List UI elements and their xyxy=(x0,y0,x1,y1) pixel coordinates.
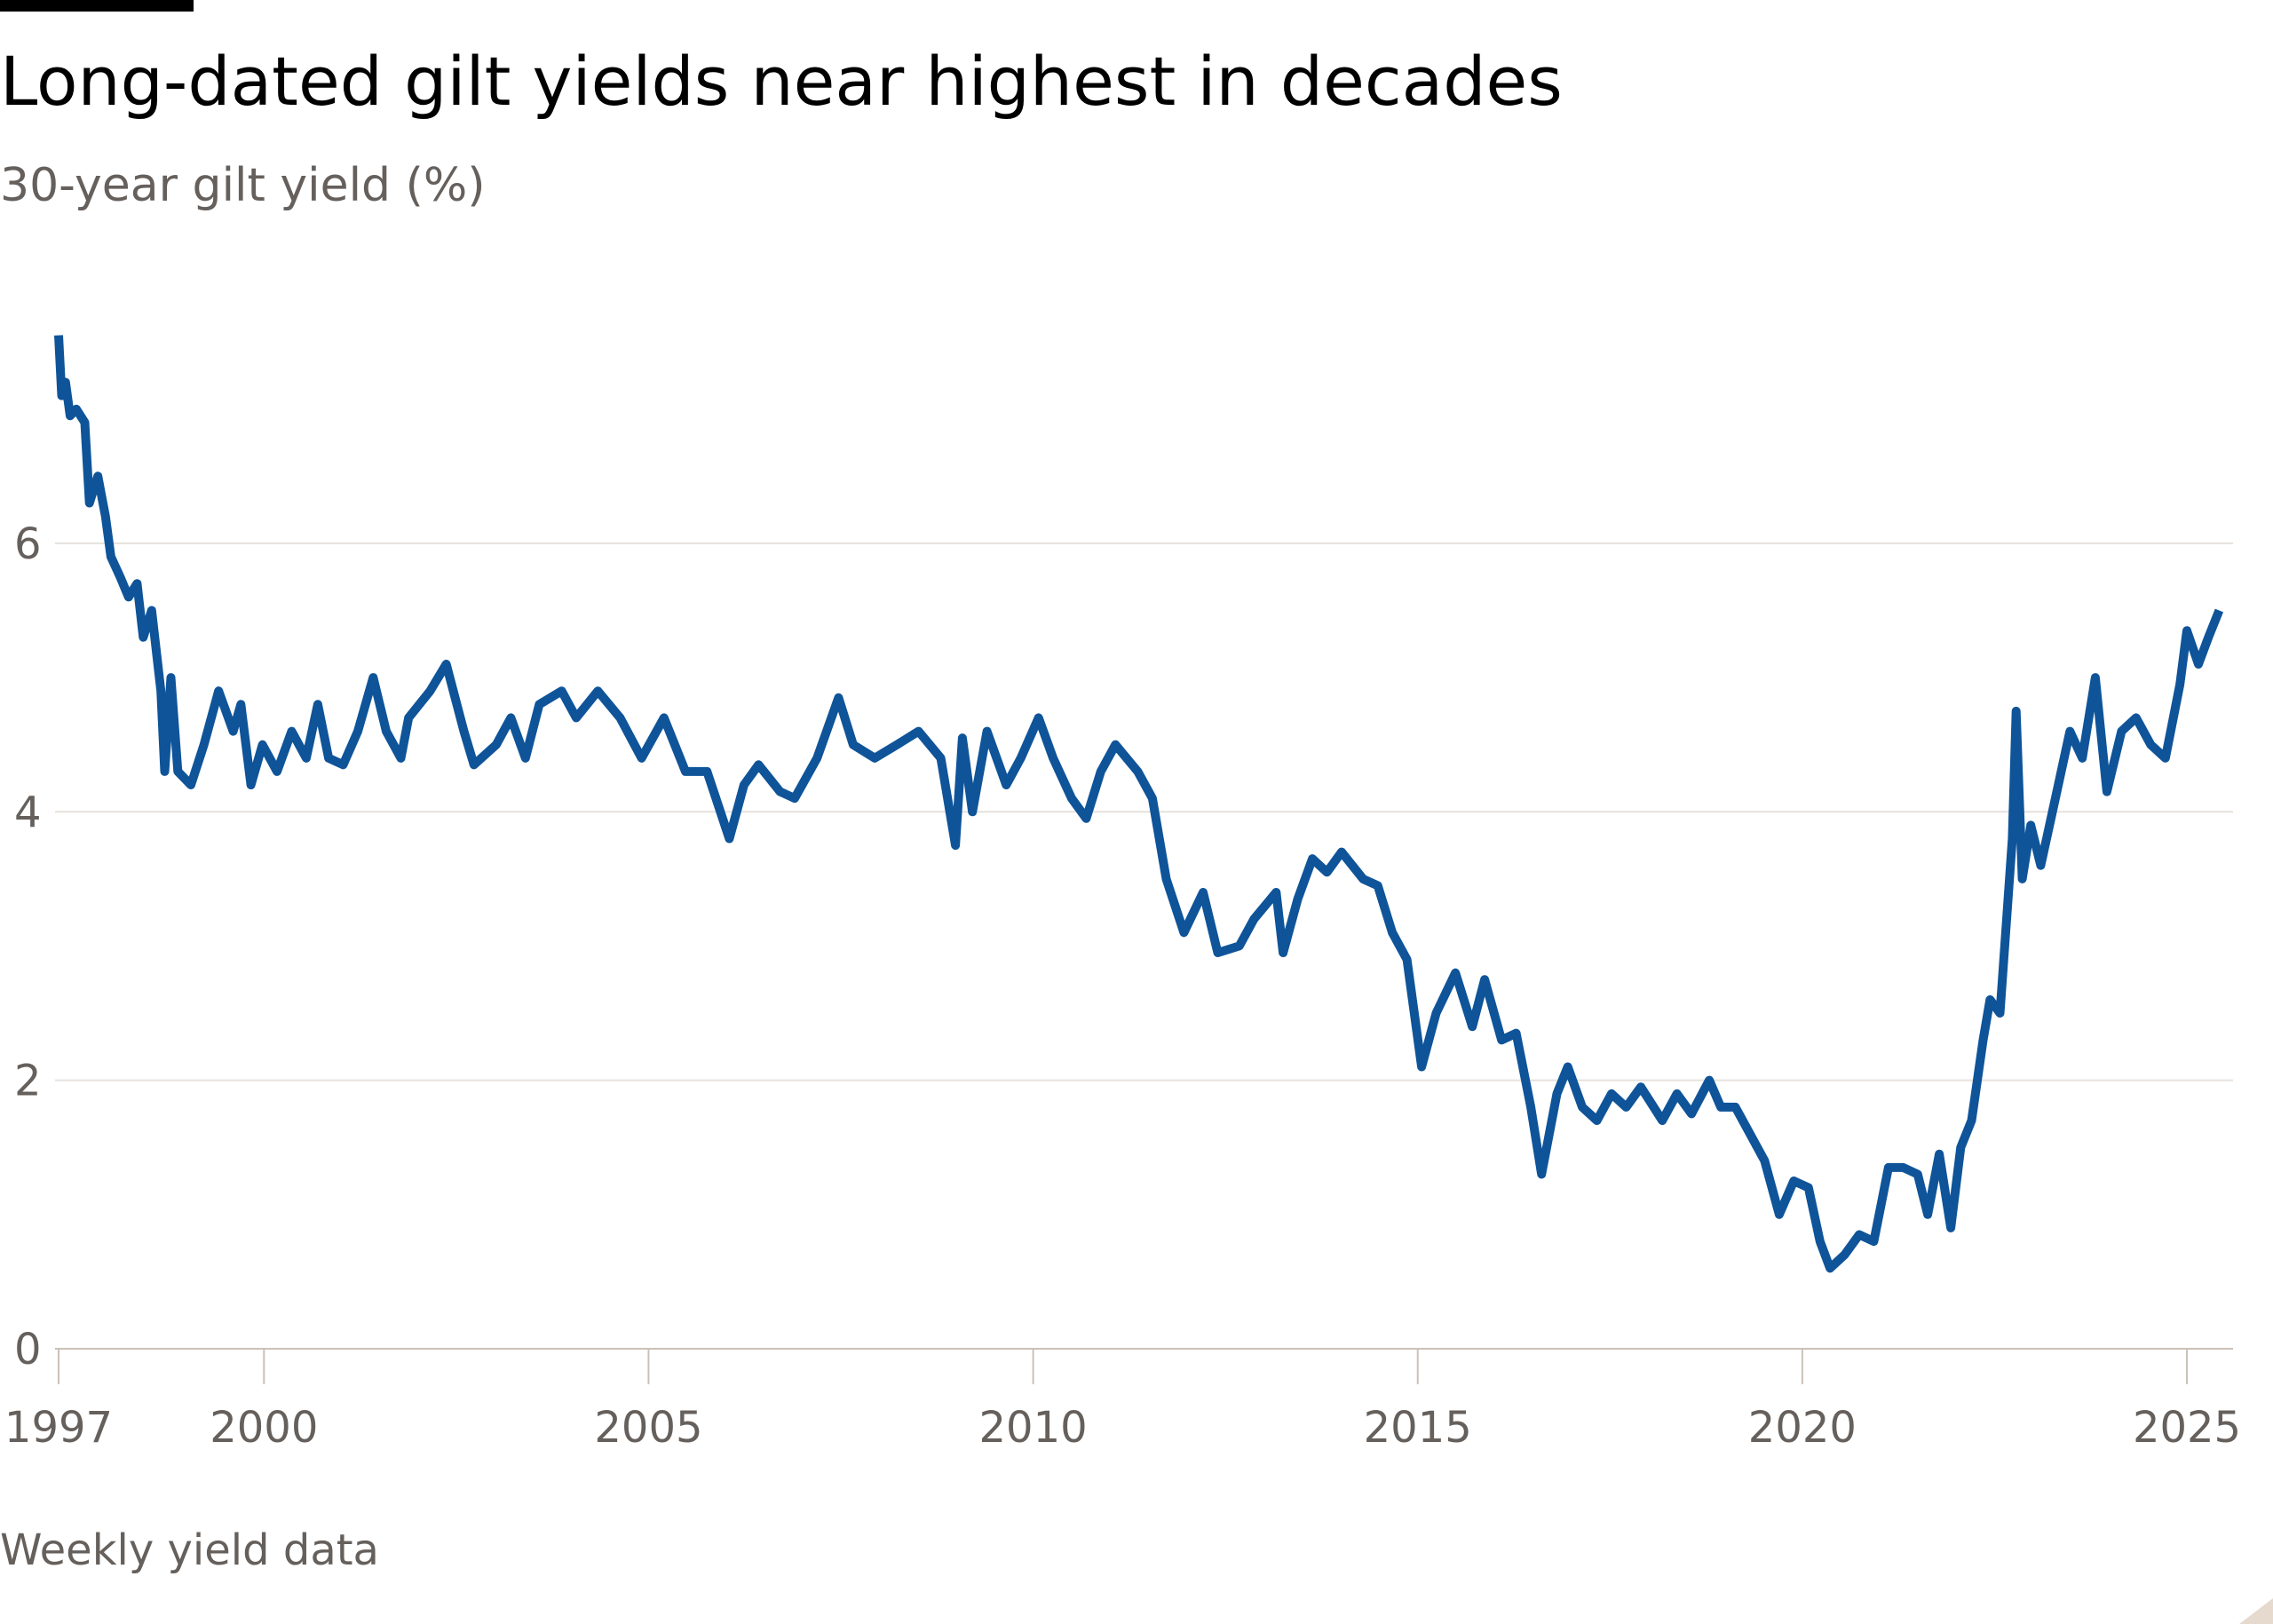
x-tick-label: 2010 xyxy=(979,1403,1088,1453)
brand-bar xyxy=(0,0,194,12)
x-tick-label: 2025 xyxy=(2133,1403,2241,1453)
y-tick-label: 4 xyxy=(14,788,42,837)
y-tick-label: 2 xyxy=(14,1057,42,1106)
x-tick-label: 2020 xyxy=(1748,1403,1857,1453)
corner-decoration xyxy=(2239,1598,2273,1624)
x-tick-label: 2005 xyxy=(594,1403,702,1453)
x-tick-label: 1997 xyxy=(4,1403,113,1453)
x-tick-label: 2015 xyxy=(1364,1403,1472,1453)
chart-title: Long-dated gilt yields near highest in d… xyxy=(0,42,1563,121)
y-tick-label: 0 xyxy=(14,1325,42,1374)
yield-line xyxy=(54,335,2224,1273)
chart-subtitle: 30-year gilt yield (%) xyxy=(0,159,486,212)
y-tick-label: 6 xyxy=(14,519,42,569)
x-tick-label: 2000 xyxy=(210,1403,318,1453)
footnote: Weekly yield data xyxy=(0,1525,379,1575)
